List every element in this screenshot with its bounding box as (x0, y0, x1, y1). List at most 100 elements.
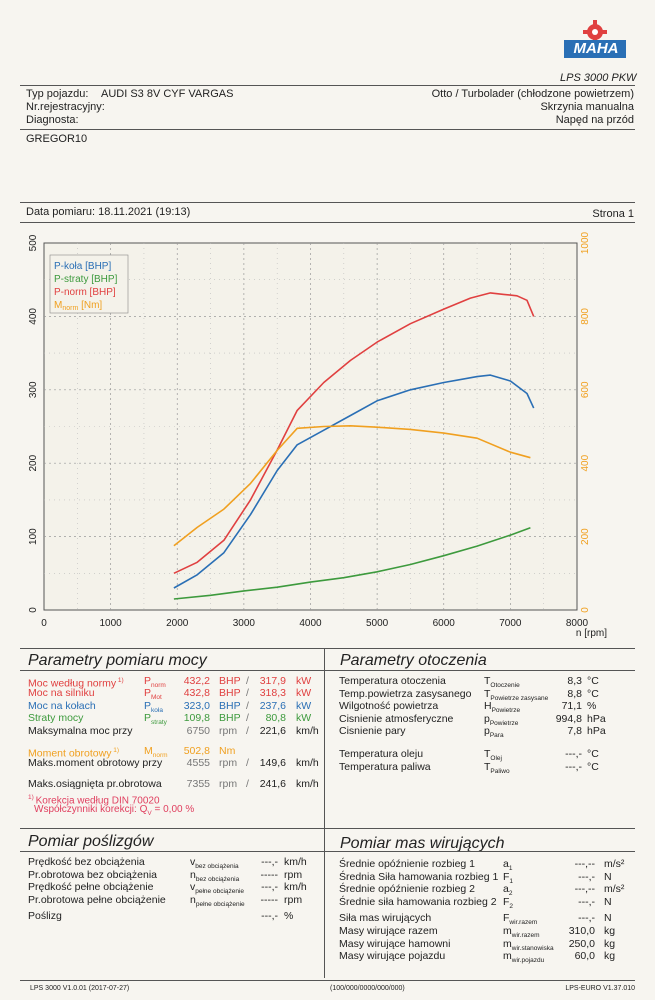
max-rpm-rpm: 7355 (186, 777, 210, 790)
mass-title: Pomiar mas wirujących (340, 835, 505, 852)
x-tick-label: 7000 (499, 618, 522, 629)
max-rpm-speed: 241,6 (259, 777, 286, 790)
mass-value: ---,-- (574, 883, 595, 896)
maha-logo-icon (564, 20, 626, 58)
env-label: Wilgotność powietrza (339, 700, 439, 713)
param-value-bhp: 432,8 (183, 687, 210, 700)
x-tick-label: 6000 (433, 618, 456, 629)
footer-left: LPS 3000 V1.0.01 (2017-07-27) (30, 985, 130, 992)
env-label: Cisnienie pary (339, 725, 406, 738)
env-value: ---,- (565, 760, 582, 773)
y-right-tick-label: 400 (580, 454, 591, 471)
param-unit-bhp: BHP (219, 687, 241, 700)
y-left-tick-label: 0 (28, 607, 39, 613)
maha-logo (560, 18, 630, 66)
param-label: Moc na kołach (28, 699, 96, 712)
mass-unit: N (604, 870, 612, 883)
dyno-chart: 0 1000 2000 3000 4000 5000 6000 7000 80000100200… (28, 231, 607, 639)
correction-note: 1) Korekcja według DIN 70020 (28, 794, 160, 807)
slip-value: ----- (260, 868, 278, 881)
symbol: vpełne obciążenie (190, 881, 245, 896)
symbol: TOlej (484, 748, 502, 763)
param-label: Moc na silniku (28, 687, 95, 700)
y-right-tick-label: 800 (580, 308, 591, 325)
sep: / (246, 724, 249, 737)
y-right-tick-label: 1000 (580, 231, 591, 254)
vehicle-value: AUDI S3 8V CYF VARGAS (101, 88, 234, 100)
symbol: a2 (503, 883, 513, 898)
max-torque-speed-unit: km/h (296, 757, 319, 770)
slip-table: Prędkość bez obciążenia vbez obciążenia --… (28, 856, 323, 936)
symbol: mwir.stanowiska (503, 937, 554, 952)
x-tick-label: 5000 (366, 618, 389, 629)
env-label: Cisnienie atmosferyczne (339, 712, 454, 725)
gearbox: Skrzynia manualna (540, 101, 634, 113)
param-value-bhp: 109,8 (183, 712, 210, 725)
slip-label: Pr.obrotowa bez obciążenia (28, 868, 157, 881)
params-title: Parametry pomiaru mocy (28, 652, 207, 669)
symbol: vbez obciążenia (190, 856, 239, 871)
x-tick-label: 0 (41, 618, 47, 629)
mass-value: 60,0 (574, 950, 595, 963)
symbol: a1 (503, 858, 513, 873)
env-value: 994,8 (555, 712, 582, 725)
param-value-kw: 80,8 (265, 712, 286, 725)
symbol: F2 (503, 895, 514, 910)
x-tick-label: 2000 (166, 618, 189, 629)
mass-label: Masy wirujące hamowni (339, 937, 451, 950)
max-rpm-speed-unit: km/h (296, 777, 319, 790)
slip-label: Prędkość bez obciążenia (28, 856, 145, 868)
diag-label: Diagnosta: (26, 114, 79, 126)
mass-unit: m/s² (604, 858, 625, 870)
sep: / (246, 675, 249, 687)
max-rpm-rpm-unit: rpm (219, 777, 238, 790)
env-label: Temperatura paliwa (339, 760, 431, 773)
y-right-tick-label: 600 (580, 381, 591, 398)
mass-unit: N (604, 912, 612, 925)
legend-entry: P-koła [BHP] (54, 261, 111, 272)
slip-value: ----- (260, 893, 278, 906)
symbol: Pnorm (144, 675, 166, 690)
slip-unit: rpm (284, 868, 303, 881)
env-unit: °C (587, 675, 599, 687)
correction-factor: Współczynniki korekcji: QV = 0,00 % (34, 804, 195, 818)
symbol: TPowietrze zasysane (484, 687, 549, 702)
env-unit: °C (587, 687, 599, 700)
slip-label: Prędkość pełne obciążenie (28, 881, 154, 894)
max-power-label: Maksymalna moc przy (28, 724, 133, 737)
mass-value: ---,- (578, 870, 595, 883)
mass-label: Siła mas wirujących (339, 912, 432, 925)
legend-entry: P-norm [BHP] (54, 287, 116, 298)
env-label: Temperatura oleju (339, 748, 424, 760)
slip-unit: km/h (284, 881, 307, 894)
param-unit-kw: kW (296, 675, 312, 687)
env-unit: hPa (587, 712, 606, 725)
mass-value: ---,- (578, 912, 595, 925)
symbol: TOtoczenie (484, 675, 520, 690)
reg-label: Nr.rejestracyjny: (26, 101, 105, 113)
legend-entry: P-straty [BHP] (54, 274, 118, 285)
mass-label: Średnia Siła hamowania rozbieg 1 (339, 870, 499, 883)
symbol: nbez obciążenia (190, 868, 240, 883)
slip-label: Pr.obrotowa pełne obciążenie (28, 893, 166, 906)
max-torque-label: Maks.moment obrotowy przy (28, 757, 163, 770)
symbol: pPara (484, 725, 504, 740)
env-value: 71,1 (561, 700, 582, 713)
logo-model: LPS 3000 PKW (560, 72, 637, 84)
mass-unit: m/s² (604, 883, 625, 896)
param-value-kw: 317,9 (259, 675, 286, 687)
x-tick-label: 3000 (233, 618, 256, 629)
param-unit-bhp: BHP (219, 675, 241, 687)
engine-info: Otto / Turbolader (chłodzone powietrzem) (431, 88, 634, 100)
symbol: PMot (144, 687, 162, 702)
x-axis-label: n [rpm] (576, 628, 607, 639)
symbol: TPaliwo (484, 760, 510, 775)
footer-right: LPS-EURO V1.37.010 (565, 985, 635, 992)
footer-center: (100/000/0000/000/000) (330, 985, 405, 992)
param-value-kw: 318,3 (259, 687, 286, 700)
mass-unit: kg (604, 937, 616, 950)
mass-label: Masy wirujące pojazdu (339, 950, 446, 963)
y-left-tick-label: 300 (28, 381, 39, 398)
param-label: Straty mocy (28, 712, 84, 725)
symbol: mwir.pojazdu (503, 950, 545, 965)
